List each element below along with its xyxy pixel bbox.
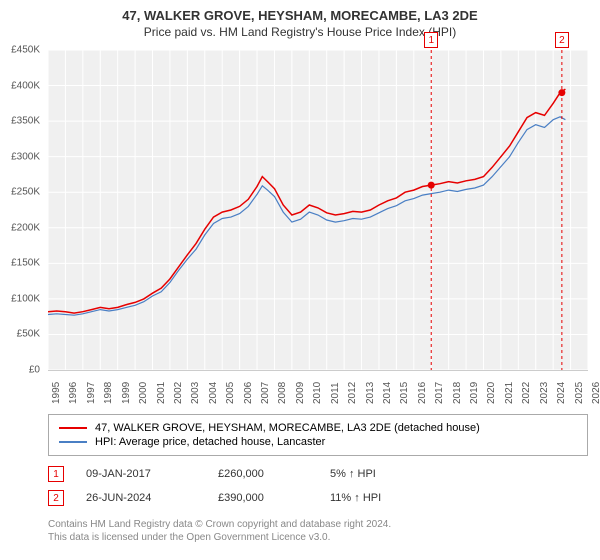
series-line (48, 89, 565, 313)
chart-svg (48, 50, 588, 370)
chart-subtitle: Price paid vs. HM Land Registry's House … (0, 23, 600, 47)
x-tick-label: 1999 (121, 382, 132, 404)
x-tick-label: 2021 (504, 382, 515, 404)
x-tick-label: 2013 (365, 382, 376, 404)
y-tick-label: £350K (11, 116, 40, 127)
sale-pct: 11% ↑ HPI (330, 492, 390, 504)
x-tick-label: 2004 (208, 382, 219, 404)
x-tick-label: 2012 (347, 382, 358, 404)
sale-price: £260,000 (218, 468, 308, 480)
x-tick-label: 2017 (434, 382, 445, 404)
y-tick-label: £400K (11, 80, 40, 91)
y-tick-label: £450K (11, 45, 40, 56)
marker-box-2: 2 (48, 490, 64, 506)
x-tick-label: 2006 (243, 382, 254, 404)
y-tick-label: £200K (11, 222, 40, 233)
sale-price: £390,000 (218, 492, 308, 504)
y-tick-label: £100K (11, 293, 40, 304)
sale-date: 09-JAN-2017 (86, 468, 196, 480)
legend-item: 47, WALKER GROVE, HEYSHAM, MORECAMBE, LA… (59, 421, 577, 435)
x-tick-label: 2011 (330, 382, 341, 404)
legend-label: 47, WALKER GROVE, HEYSHAM, MORECAMBE, LA… (95, 422, 480, 434)
y-tick-label: £50K (17, 329, 40, 340)
sale-marker-dot (428, 182, 435, 189)
x-tick-label: 1996 (68, 382, 79, 404)
sale-marker-dot (558, 89, 565, 96)
sale-marker-box: 1 (424, 32, 438, 48)
y-tick-label: £150K (11, 258, 40, 269)
x-tick-label: 2026 (591, 382, 600, 404)
x-tick-label: 1995 (51, 382, 62, 404)
x-tick-label: 2008 (277, 382, 288, 404)
marker-box-1: 1 (48, 466, 64, 482)
chart-container: 47, WALKER GROVE, HEYSHAM, MORECAMBE, LA… (0, 0, 600, 560)
footer-attribution: Contains HM Land Registry data © Crown c… (48, 518, 588, 544)
x-axis-labels: 1995 1996 1997 1998 1999 2000 2001 2002 2003 2004… (48, 372, 588, 410)
x-tick-label: 2007 (260, 382, 271, 404)
sale-pct: 5% ↑ HPI (330, 468, 390, 480)
sale-marker-box: 2 (555, 32, 569, 48)
sales-table: 1 09-JAN-2017 £260,000 5% ↑ HPI 2 26-JUN… (48, 462, 588, 510)
x-tick-label: 2024 (556, 382, 567, 404)
x-tick-label: 1997 (86, 382, 97, 404)
x-tick-label: 2009 (295, 382, 306, 404)
chart-title: 47, WALKER GROVE, HEYSHAM, MORECAMBE, LA… (0, 0, 600, 23)
plot-area: 12 (48, 50, 588, 371)
x-tick-label: 2001 (156, 382, 167, 404)
x-tick-label: 2025 (574, 382, 585, 404)
x-tick-label: 2010 (312, 382, 323, 404)
x-tick-label: 2000 (138, 382, 149, 404)
y-tick-label: £0 (29, 365, 40, 376)
legend-swatch (59, 427, 87, 429)
footer-line1: Contains HM Land Registry data © Crown c… (48, 518, 588, 531)
legend-item: HPI: Average price, detached house, Lanc… (59, 435, 577, 449)
x-tick-label: 2002 (173, 382, 184, 404)
legend-label: HPI: Average price, detached house, Lanc… (95, 436, 325, 448)
x-tick-label: 1998 (103, 382, 114, 404)
series-line (48, 117, 565, 315)
x-tick-label: 2018 (452, 382, 463, 404)
x-tick-label: 2005 (225, 382, 236, 404)
table-row: 1 09-JAN-2017 £260,000 5% ↑ HPI (48, 462, 588, 486)
y-axis-labels: £0£50K£100K£150K£200K£250K£300K£350K£400… (0, 50, 44, 370)
x-tick-label: 2023 (539, 382, 550, 404)
x-tick-label: 2022 (521, 382, 532, 404)
x-tick-label: 2016 (417, 382, 428, 404)
x-tick-label: 2015 (399, 382, 410, 404)
x-tick-label: 2003 (190, 382, 201, 404)
y-tick-label: £300K (11, 151, 40, 162)
footer-line2: This data is licensed under the Open Gov… (48, 531, 588, 544)
legend-box: 47, WALKER GROVE, HEYSHAM, MORECAMBE, LA… (48, 414, 588, 456)
legend-swatch (59, 441, 87, 443)
sale-date: 26-JUN-2024 (86, 492, 196, 504)
table-row: 2 26-JUN-2024 £390,000 11% ↑ HPI (48, 486, 588, 510)
x-tick-label: 2019 (469, 382, 480, 404)
y-tick-label: £250K (11, 187, 40, 198)
x-tick-label: 2020 (486, 382, 497, 404)
x-tick-label: 2014 (382, 382, 393, 404)
